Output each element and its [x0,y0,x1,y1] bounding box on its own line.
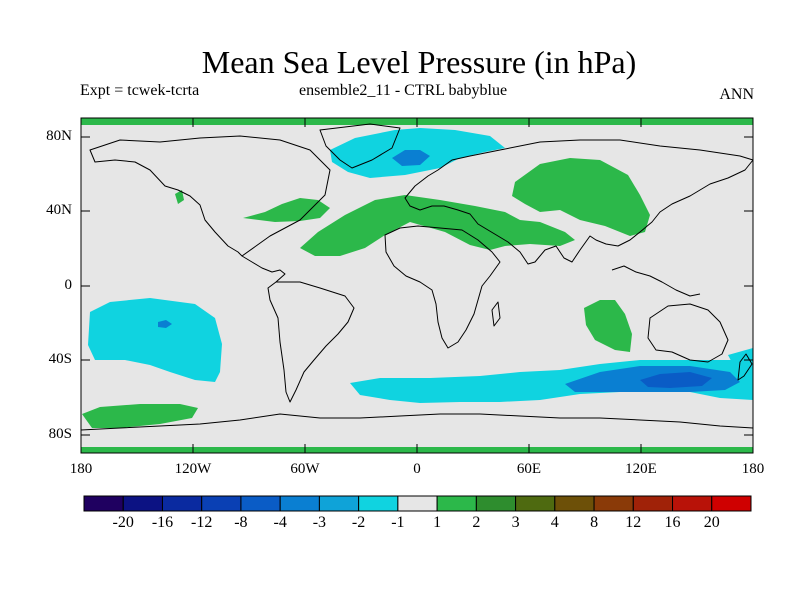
colorbar-swatch [554,495,595,512]
coastline-greenland [319,123,401,169]
lon-label-0: 0 [413,461,421,477]
lon-label-180-east: 180 [741,461,765,477]
colorbar-swatch [201,495,242,512]
positive-anomaly-south-pacific [82,404,198,428]
lat-label-80s: 80S [48,426,72,442]
colorbar-swatch [475,495,517,512]
colorbar-swatch [711,495,752,512]
lon-label-120e: 120E [625,461,657,477]
colorbar-label: -20 [112,514,134,531]
colorbar-label: 2 [472,514,481,531]
coastline-africa [384,225,501,349]
colorbar-label: 8 [590,514,599,531]
season-label: ANN [719,86,754,103]
coastline-antarctica [80,413,754,431]
colorbar-label: 16 [664,514,681,531]
colorbar-label: 3 [511,514,520,531]
colorbar-label: -4 [273,514,287,531]
longitude-ticks [192,118,642,453]
lat-label-80n: 80N [46,128,72,144]
lat-label-0: 0 [64,277,73,293]
colorbar-label: -12 [191,514,213,531]
negative-anomaly-southern-ocean-core [640,372,712,388]
lon-label-60w: 60W [290,461,320,477]
coastline-southeast-asia-islands [611,265,701,297]
coastline-central-america [241,255,286,283]
colorbar-swatch [358,495,399,512]
colorbar-label: 12 [625,514,642,531]
lat-label-40n: 40N [46,202,72,218]
coastline-new-zealand [737,353,753,381]
colorbar-label: -2 [351,514,366,531]
colorbar-label: 4 [550,514,559,531]
colorbar-swatch [83,495,124,512]
coastline-south-america [267,281,355,403]
lon-label-60e: 60E [516,461,542,477]
colorbar-label: -3 [312,514,327,531]
colorbar-swatch [593,495,634,512]
colorbar-swatch [318,495,360,512]
lat-label-40s: 40S [48,351,72,367]
negative-anomaly-south-pacific-core [158,320,172,328]
positive-anomaly-alaska-spot [175,190,184,204]
colorbar-swatch [161,495,203,512]
colorbar-swatch [672,495,713,512]
positive-anomaly-asia [512,158,650,236]
coastline-australia [647,303,729,363]
map-title: Mean Sea Level Pressure (in hPa) [201,44,637,80]
coastline-north-america [89,135,331,257]
latitude-ticks [81,136,753,436]
positive-anomaly-indian-ocean [584,300,632,352]
coastline-madagascar [491,301,501,327]
colorbar-swatch [279,495,320,512]
colorbar-label: -1 [391,514,405,531]
colorbar-label: -8 [234,514,248,531]
colorbar-swatch [436,495,477,512]
coastline-europe-asia [404,139,754,265]
negative-anomaly-north-atlantic-core [392,150,430,166]
colorbar-label: 1 [433,514,442,531]
lon-label-180-west: 180 [69,461,93,477]
colorbar-swatch [240,495,281,512]
colorbar-swatch [515,495,556,512]
colorbar [83,495,752,512]
coastlines [80,123,754,431]
colorbar-swatch [632,495,674,512]
colorbar-label: 20 [703,514,720,531]
negative-anomaly-south-pacific [88,298,222,382]
colorbar-label: -16 [151,514,174,531]
experiment-label: Expt = tcwek-tcrta [80,82,200,99]
lon-label-120w: 120W [174,461,212,477]
colorbar-swatch [397,495,438,512]
ensemble-label: ensemble2_11 - CTRL babyblue [299,82,508,99]
colorbar-swatch [122,495,163,512]
positive-anomaly-east-us [243,198,330,222]
